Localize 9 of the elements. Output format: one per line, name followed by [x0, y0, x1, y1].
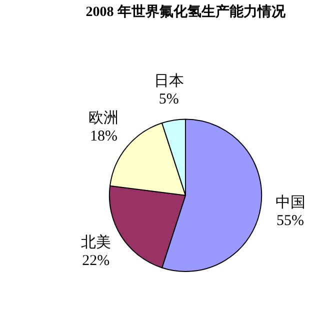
- data-label: 22%: [82, 253, 110, 270]
- data-label: 5%: [158, 92, 179, 108]
- slice-label: 日本: [154, 72, 184, 90]
- slice-label: 中国: [275, 194, 306, 211]
- data-label: 55%: [276, 212, 304, 229]
- chart-title: 2008 年世界氟化氢生产能力情况: [86, 3, 286, 20]
- data-label: 18%: [90, 128, 118, 145]
- slice-label: 北美: [80, 234, 111, 252]
- slice-label: 欧洲: [88, 110, 119, 127]
